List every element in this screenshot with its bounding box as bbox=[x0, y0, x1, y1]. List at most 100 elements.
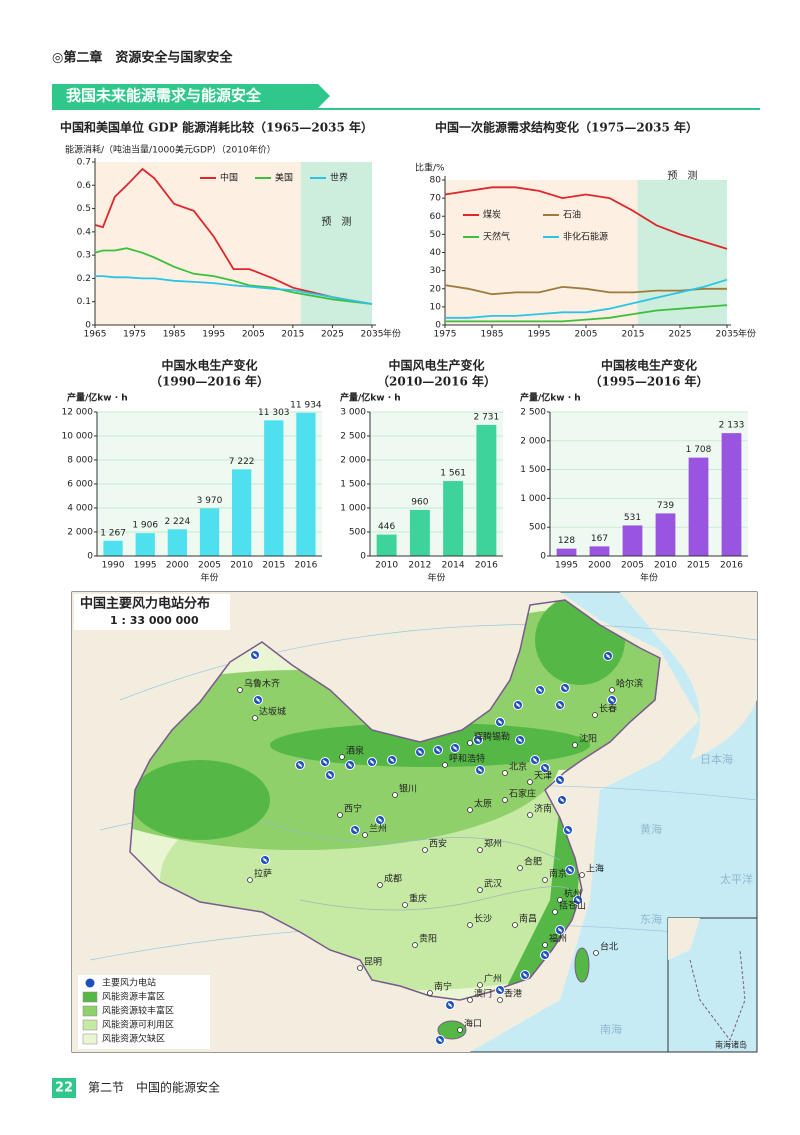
city-dot bbox=[572, 742, 578, 748]
x-tick-label: 2015 bbox=[281, 330, 304, 340]
wind-station-glyph bbox=[255, 697, 261, 703]
value-label: 3 970 bbox=[197, 496, 223, 506]
y-tick-label: 12 000 bbox=[62, 408, 94, 418]
axis bbox=[96, 412, 322, 557]
city-label: 太原 bbox=[474, 798, 492, 810]
city-dot bbox=[422, 847, 428, 853]
city-label: 澳门 bbox=[474, 988, 492, 1000]
chart-subtitle: （1995—2016 年） bbox=[590, 374, 709, 389]
land bbox=[620, 592, 757, 760]
city-dot bbox=[467, 807, 473, 813]
wind-station-glyph bbox=[557, 702, 563, 708]
map-legend bbox=[78, 975, 210, 1049]
value-label: 11 303 bbox=[258, 408, 290, 418]
y-tick-label: 500 bbox=[529, 523, 546, 533]
city-label: 辉腾锡勒 bbox=[474, 731, 510, 743]
x-tick-label: 2000 bbox=[166, 561, 189, 571]
y-tick-label: 0.1 bbox=[77, 297, 91, 307]
y-tick-label: 20 bbox=[430, 284, 442, 294]
city-label: 达坂城 bbox=[259, 706, 286, 718]
x-axis-label: 年份 bbox=[640, 572, 658, 584]
city-dot bbox=[609, 687, 615, 693]
bar bbox=[103, 540, 123, 556]
legend-swatch bbox=[82, 991, 98, 1003]
city-label: 海口 bbox=[464, 1018, 482, 1030]
x-tick-label: 1985 bbox=[481, 330, 504, 340]
y-tick-label: 0 bbox=[85, 321, 91, 331]
city-dot bbox=[517, 865, 523, 871]
map-scale: 1 : 33 000 000 bbox=[110, 614, 199, 627]
bar bbox=[199, 508, 220, 556]
wind-station-glyph bbox=[562, 685, 568, 691]
y-tick-label: 10 000 bbox=[62, 432, 94, 442]
bar bbox=[167, 529, 187, 556]
banner bbox=[52, 84, 330, 108]
bar bbox=[688, 457, 709, 556]
y-tick-label: 0.3 bbox=[77, 251, 91, 261]
wind-station-glyph bbox=[609, 697, 615, 703]
city-label: 重庆 bbox=[409, 893, 427, 905]
wind-station-glyph bbox=[522, 972, 528, 978]
axis bbox=[369, 412, 503, 557]
city-dot bbox=[579, 872, 585, 878]
city-dot bbox=[477, 887, 483, 893]
x-tick-label: 1995 bbox=[528, 330, 551, 340]
city-dot bbox=[467, 740, 473, 746]
city-label: 福州 bbox=[549, 933, 567, 945]
footer-section: 第二节 中国的能源安全 bbox=[88, 1080, 220, 1095]
city-label: 济南 bbox=[534, 803, 552, 815]
city-label: 香港 bbox=[504, 988, 522, 1000]
city-dot bbox=[412, 942, 418, 948]
x-tick-label: 2005 bbox=[242, 330, 265, 340]
wind-station-glyph bbox=[575, 897, 581, 903]
city-label: 石家庄 bbox=[509, 788, 536, 800]
city-dot bbox=[252, 715, 258, 721]
zone-richest bbox=[270, 723, 590, 767]
city-dot bbox=[392, 792, 398, 798]
page-number: 22 bbox=[55, 1081, 73, 1096]
value-label: 446 bbox=[378, 522, 395, 532]
y-axis-label: 产量/亿kw · h bbox=[520, 392, 581, 404]
city-dot bbox=[512, 922, 518, 928]
wind-station-glyph bbox=[417, 749, 423, 755]
bar bbox=[589, 546, 610, 556]
y-tick-label: 0 bbox=[360, 552, 366, 562]
city-dot bbox=[247, 877, 253, 883]
y-tick-label: 1 000 bbox=[340, 504, 366, 514]
city-label: 呼和浩特 bbox=[449, 753, 485, 765]
hainan bbox=[437, 1020, 467, 1040]
city-label: 成都 bbox=[384, 873, 402, 885]
city-dot bbox=[427, 990, 433, 996]
y-axis-label: 能源消耗/（吨油当量/1000美元GDP）（2010年价） bbox=[65, 144, 276, 156]
x-tick-label: 1975 bbox=[123, 330, 146, 340]
city-label: 郑州 bbox=[484, 838, 502, 850]
city-label: 兰州 bbox=[369, 823, 387, 835]
city-dot bbox=[592, 712, 598, 718]
city-dot bbox=[337, 812, 343, 818]
sea-label: 南海 bbox=[600, 1022, 622, 1036]
city-dot bbox=[457, 1027, 463, 1033]
axis bbox=[444, 176, 731, 326]
y-tick-label: 500 bbox=[349, 528, 366, 538]
map: 中国主要风力电站分布 1 : 33 000 000 南海诸岛 北京天津石家庄太原… bbox=[71, 591, 758, 1053]
bar bbox=[409, 509, 430, 556]
chart-subtitle: （1990—2016 年） bbox=[150, 374, 269, 389]
legend-swatch bbox=[82, 1019, 98, 1031]
city-label: 南宁 bbox=[434, 981, 452, 993]
x-tick-label: 2016 bbox=[475, 561, 498, 571]
legend-label: 风能资源可利用区 bbox=[102, 1019, 174, 1031]
y-tick-label: 0 bbox=[87, 552, 93, 562]
city-dot bbox=[542, 942, 548, 948]
city-label: 南京 bbox=[549, 868, 567, 880]
wind-station-glyph bbox=[377, 817, 383, 823]
value-label: 11 934 bbox=[290, 400, 322, 410]
value-label: 1 906 bbox=[132, 521, 158, 531]
city-dot bbox=[497, 997, 503, 1003]
city-label: 长沙 bbox=[474, 913, 492, 925]
y-axis-label: 比重/% bbox=[415, 162, 445, 174]
city-label: 北京 bbox=[509, 761, 527, 773]
wind-station-glyph bbox=[262, 857, 268, 863]
y-axis-label: 产量/亿kw · h bbox=[67, 392, 128, 404]
x-tick-label: 2005 bbox=[198, 561, 221, 571]
